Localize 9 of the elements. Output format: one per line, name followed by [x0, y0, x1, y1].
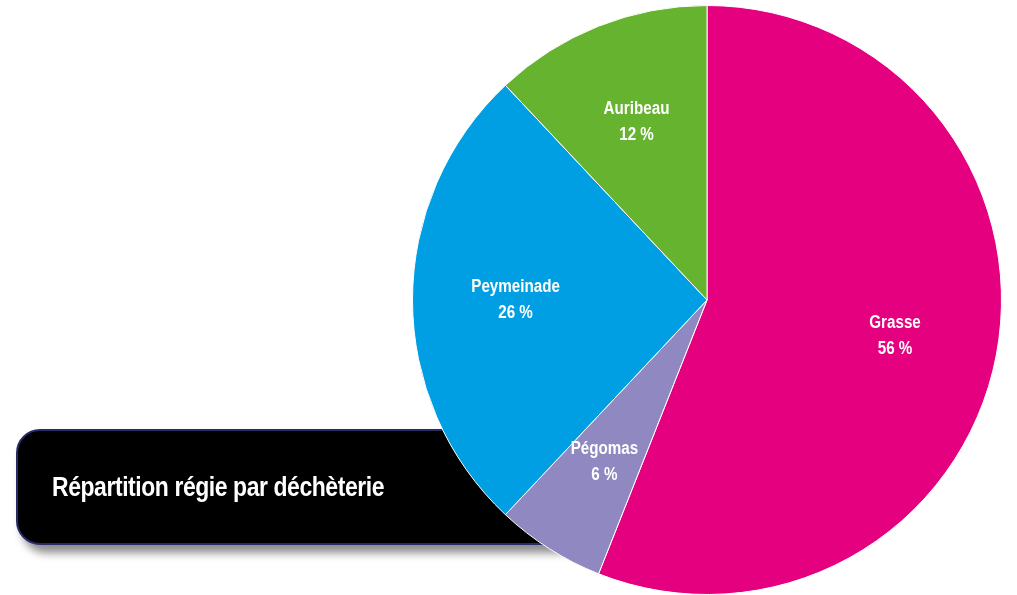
data-label: 56 % [877, 336, 913, 359]
data-label: 12 % [619, 122, 654, 145]
slice-label: Auribeau [603, 96, 670, 119]
slice-label: Peymeinade [471, 274, 560, 297]
slice-label: Grasse [869, 310, 921, 333]
text: Répartition régie par déchèterie [52, 471, 385, 503]
slice-label: Pégomas [570, 436, 639, 459]
data-label: 26 % [498, 300, 533, 323]
data-label: 6 % [591, 462, 618, 485]
